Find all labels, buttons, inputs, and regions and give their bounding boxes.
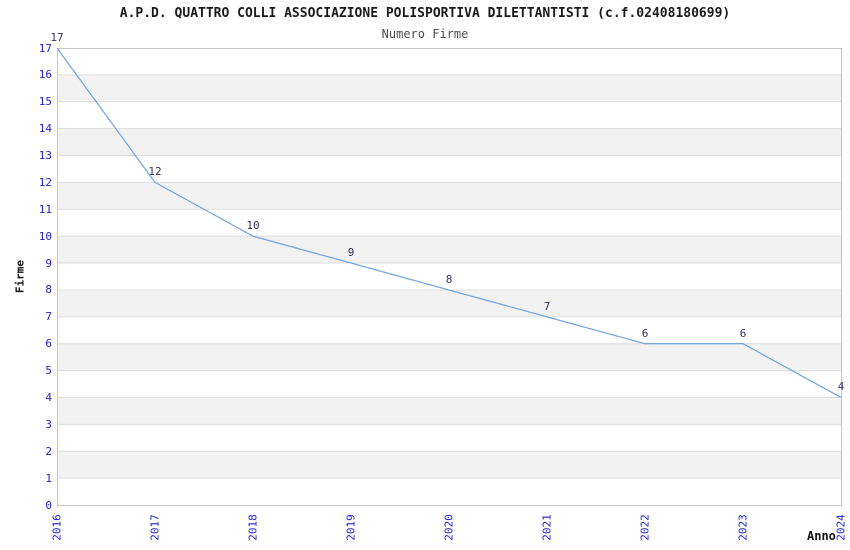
plot-area [57, 48, 842, 506]
data-point-label: 7 [543, 299, 551, 313]
plot-border [57, 48, 842, 506]
grid-band [57, 289, 841, 317]
y-tick-label: 16 [38, 68, 52, 82]
x-tick-label: 2017 [148, 514, 162, 541]
data-point-label: 8 [445, 272, 453, 286]
y-tick-label: 3 [45, 417, 52, 431]
data-point-label: 6 [641, 326, 649, 340]
x-tick-label: 2020 [442, 514, 456, 541]
y-tick-label: 7 [45, 310, 52, 324]
data-point-label: 4 [837, 380, 845, 394]
grid-band [57, 343, 841, 371]
data-point-label: 10 [246, 219, 260, 233]
x-tick-label: 2018 [246, 514, 260, 541]
y-tick-label: 13 [38, 149, 52, 163]
data-point-label: 6 [739, 326, 747, 340]
grid-band [57, 397, 841, 425]
y-tick-label: 14 [38, 122, 52, 136]
y-tick-label: 9 [45, 256, 52, 270]
grid-band [57, 182, 841, 210]
chart-title: A.P.D. QUATTRO COLLI ASSOCIAZIONE POLISP… [119, 6, 731, 21]
y-tick-label: 4 [45, 390, 52, 404]
chart-line [57, 48, 842, 399]
y-axis-label: Firme [13, 259, 27, 294]
y-tick-label: 6 [45, 337, 52, 351]
x-axis-label: Anno [807, 529, 836, 543]
y-tick-label: 0 [45, 498, 52, 512]
y-tick-label: 10 [38, 229, 52, 243]
y-tick-label: 8 [45, 283, 52, 297]
grid-band [57, 451, 841, 479]
y-tick-label: 2 [45, 444, 52, 458]
x-tick-label: 2024 [834, 514, 848, 541]
y-tick-label: 1 [45, 471, 52, 485]
y-tick-label: 11 [38, 202, 52, 216]
chart-subtitle: Numero Firme [381, 27, 469, 41]
y-tick-label: 15 [38, 95, 52, 109]
data-point-label: 9 [347, 246, 355, 260]
grid-band [57, 236, 841, 264]
grid-band [57, 128, 841, 156]
x-tick-label: 2019 [344, 514, 358, 541]
y-tick-label: 5 [45, 364, 52, 378]
y-tick-label: 17 [38, 41, 52, 55]
x-tick-label: 2016 [50, 514, 64, 541]
x-tick-label: 2023 [736, 514, 750, 541]
y-tick-label: 12 [38, 175, 52, 189]
data-point-label: 17 [50, 31, 64, 44]
x-tick-label: 2022 [638, 514, 652, 541]
data-point-label: 12 [148, 165, 162, 179]
grid-band [57, 74, 841, 102]
x-tick-label: 2021 [540, 514, 554, 541]
